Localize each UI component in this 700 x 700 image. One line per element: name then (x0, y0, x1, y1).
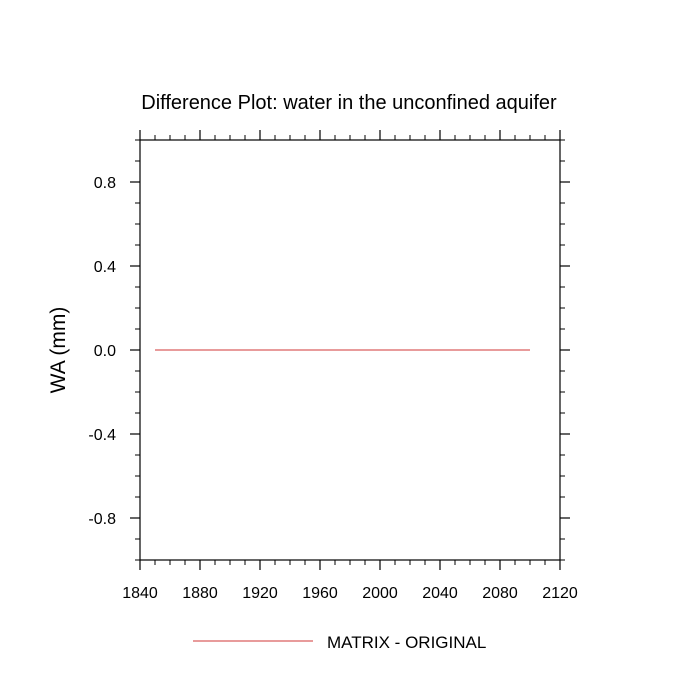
x-tick-label: 2000 (362, 585, 398, 602)
x-tick-label: 1840 (122, 585, 158, 602)
x-tick-label: 2080 (482, 585, 518, 602)
x-tick-label: 1880 (182, 585, 218, 602)
y-tick-label: -0.4 (88, 427, 116, 444)
x-tick-label: 1920 (242, 585, 278, 602)
y-axis: 0.8 0.4 0.0 -0.4 -0.8 (88, 175, 570, 528)
legend-label: MATRIX - ORIGINAL (327, 633, 486, 652)
y-axis-label: WA (mm) (47, 307, 70, 394)
legend: MATRIX - ORIGINAL (193, 633, 486, 652)
y-tick-label: 0.4 (94, 259, 116, 276)
y-tick-label: -0.8 (88, 511, 116, 528)
x-tick-label: 1960 (302, 585, 338, 602)
chart-title: Difference Plot: water in the unconfined… (141, 92, 557, 114)
x-tick-label: 2040 (422, 585, 458, 602)
y-tick-label: 0.8 (94, 175, 116, 192)
x-axis: 1840 1880 1920 1960 2000 2040 2080 2120 (122, 130, 578, 602)
x-tick-label: 2120 (542, 585, 578, 602)
y-tick-label: 0.0 (94, 343, 116, 360)
